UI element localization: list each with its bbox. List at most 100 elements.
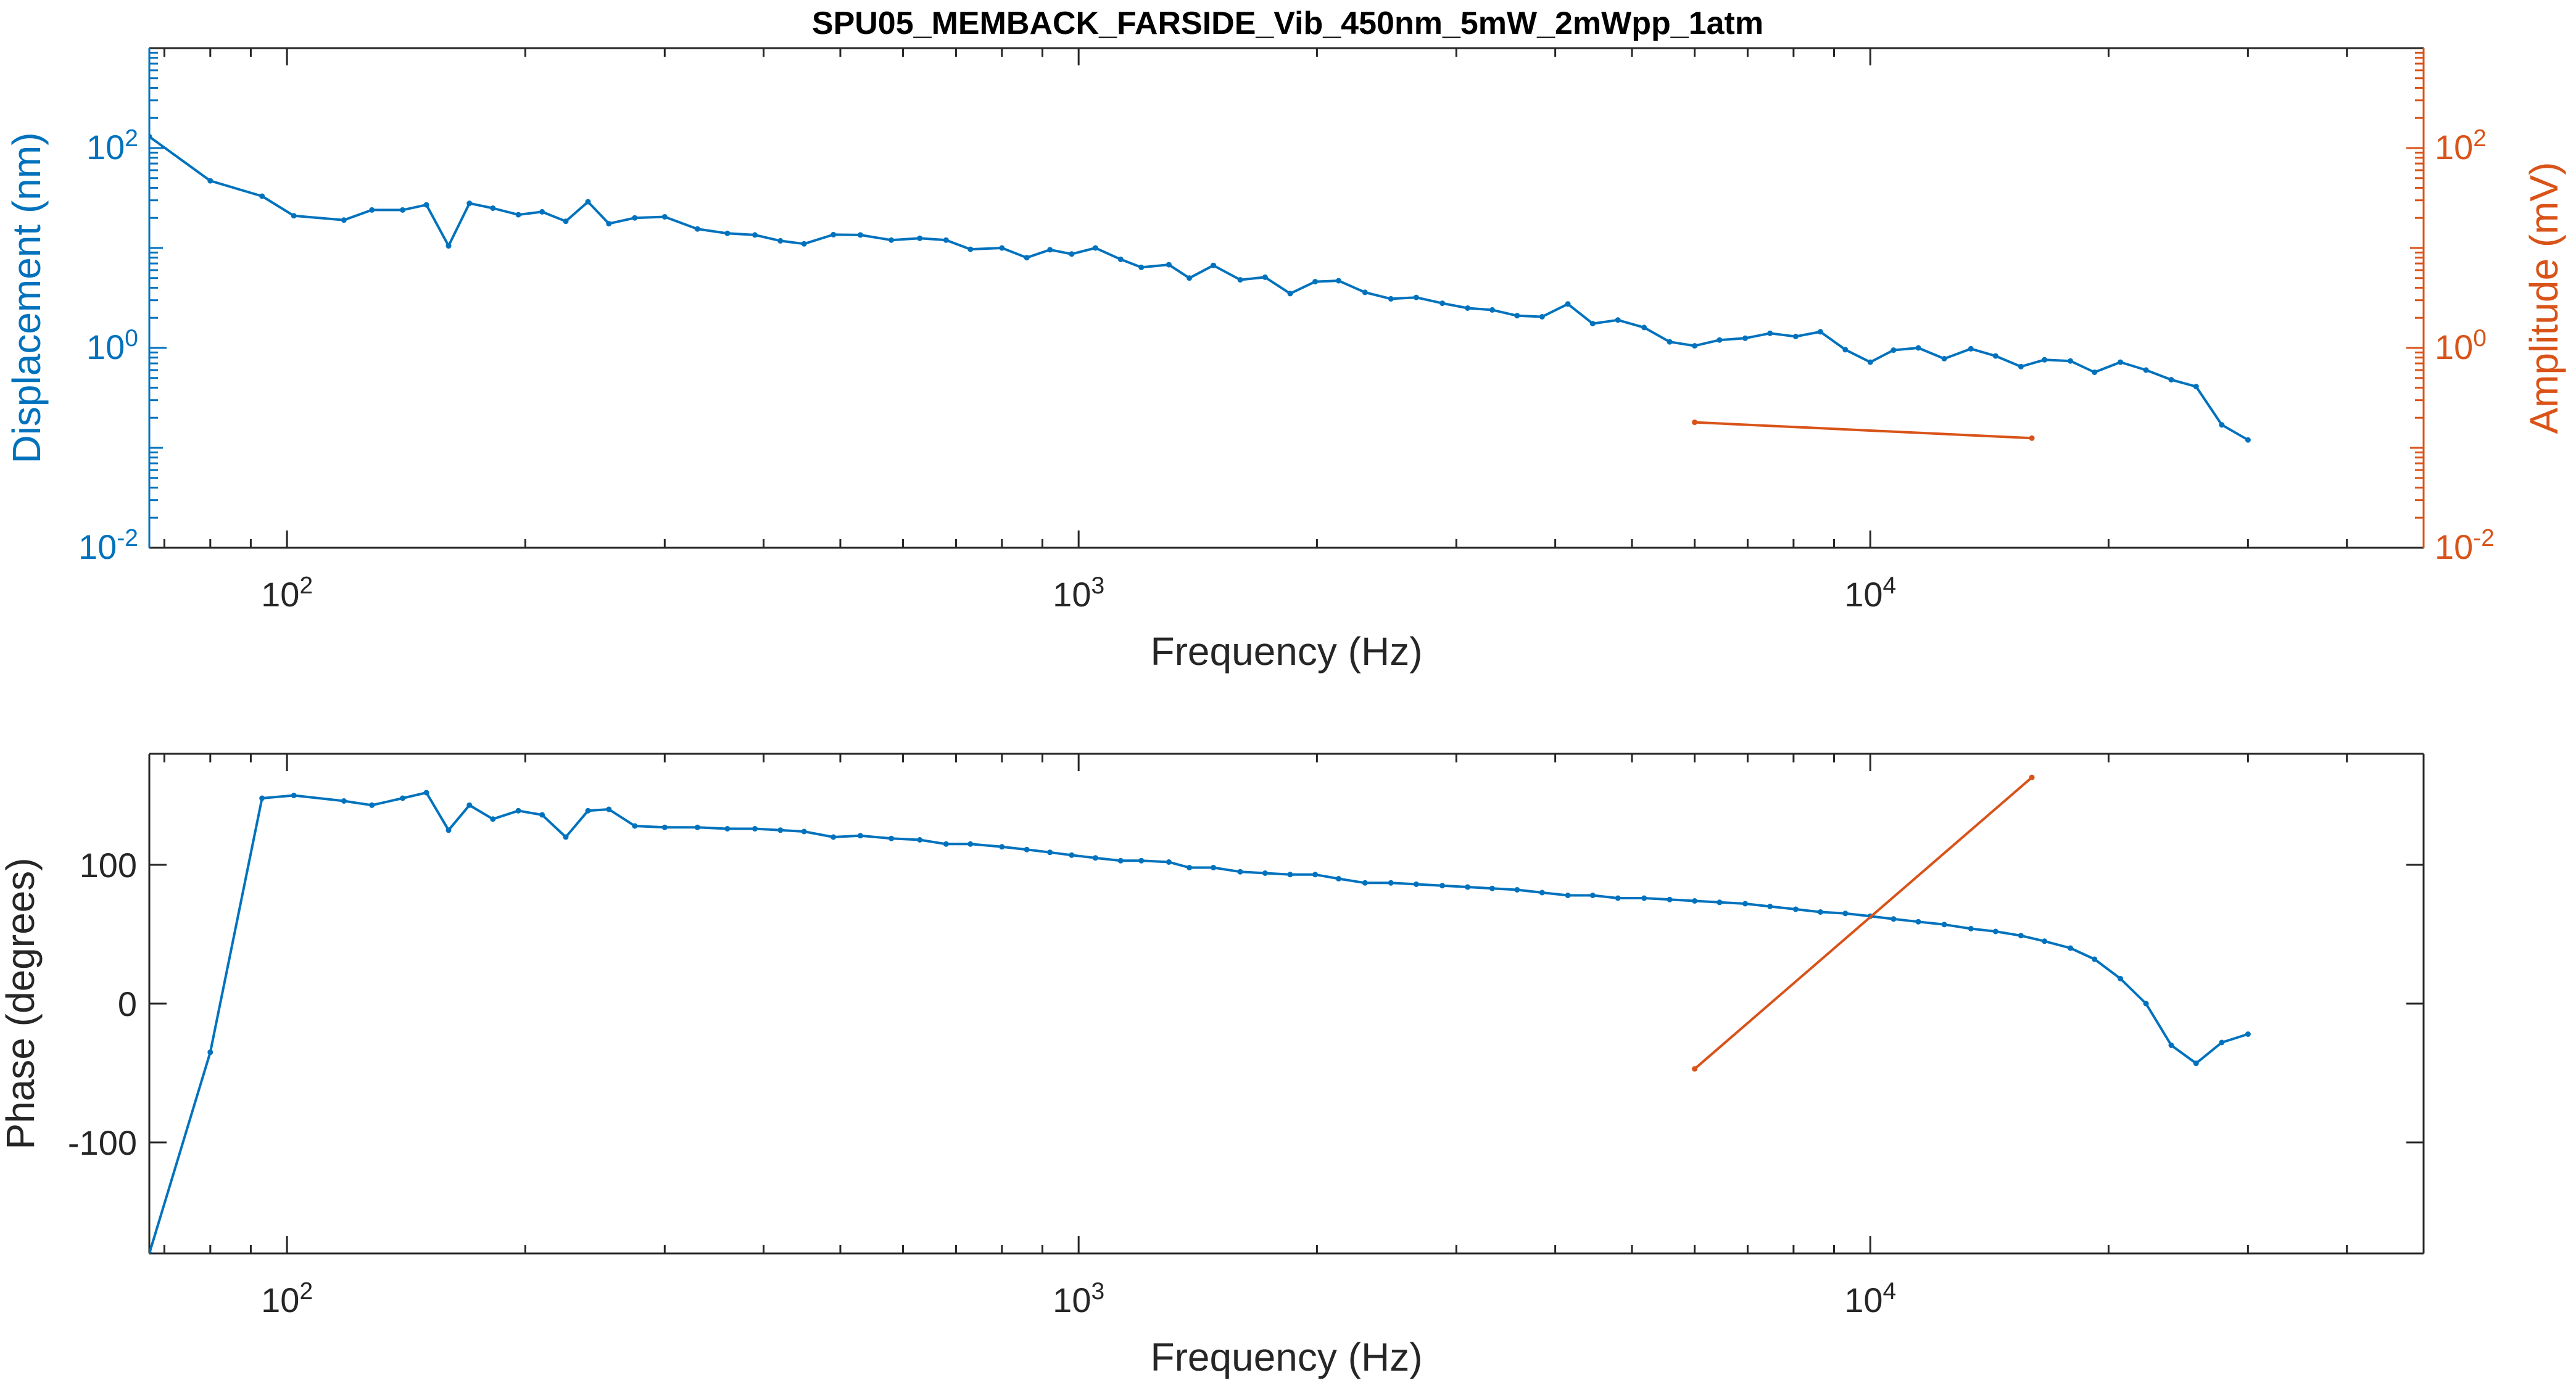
data-point	[999, 245, 1005, 251]
y-axis-label: Phase (degrees)	[0, 857, 43, 1149]
data-point	[445, 243, 452, 249]
data-point	[2029, 435, 2035, 441]
data-point	[1667, 896, 1673, 902]
y-tick-label: 102	[86, 125, 138, 167]
data-point	[1166, 859, 1172, 865]
plot-area	[149, 754, 2424, 1253]
data-point	[999, 844, 1005, 850]
data-point	[1388, 295, 1394, 302]
data-point	[1615, 317, 1621, 323]
data-point	[1092, 245, 1098, 251]
data-point	[943, 841, 949, 847]
data-point	[1489, 885, 1495, 891]
data-point	[1692, 1066, 1698, 1072]
y-tick-label: -100	[68, 1123, 137, 1162]
data-point	[1565, 301, 1571, 307]
data-point	[694, 226, 700, 232]
data-point	[1565, 893, 1571, 898]
data-point	[1968, 345, 1974, 352]
data-point	[724, 230, 731, 236]
data-point	[1312, 872, 1319, 878]
x-tick-label: 102	[261, 1278, 313, 1320]
data-point	[259, 193, 265, 199]
data-point	[1439, 883, 1446, 889]
data-point	[2245, 437, 2251, 443]
data-point	[2018, 363, 2024, 369]
y-tick-label: 0	[118, 984, 137, 1023]
data-point	[1992, 928, 1998, 935]
data-point	[445, 827, 452, 833]
data-point	[1388, 880, 1394, 886]
data-point	[752, 826, 758, 832]
data-point	[1336, 876, 1341, 881]
data-point	[917, 235, 923, 241]
data-point	[1767, 904, 1773, 909]
data-point	[1187, 275, 1193, 281]
data-point	[149, 134, 152, 139]
data-point	[1069, 251, 1075, 257]
data-point	[1717, 899, 1723, 906]
data-point	[1312, 279, 1319, 285]
data-point	[1842, 910, 1849, 917]
y-tick-label: 100	[80, 846, 137, 885]
data-point	[777, 827, 784, 833]
data-point	[515, 212, 521, 218]
data-point	[1589, 893, 1596, 898]
data-point	[1767, 330, 1773, 336]
data-point	[149, 1250, 152, 1253]
data-point	[857, 833, 863, 839]
data-point	[1413, 881, 1419, 887]
data-point	[2193, 384, 2199, 390]
data-point	[369, 802, 375, 808]
data-point	[2193, 1060, 2199, 1067]
x-tick-label: 104	[1844, 572, 1896, 614]
data-point	[1717, 337, 1723, 343]
y2-tick-label: 100	[2435, 325, 2487, 367]
data-point	[830, 834, 837, 840]
magnitude-plot: 102 103 104 10-2 100 102 10-2 100 102 Frequency (…	[4, 47, 2566, 674]
data-point	[694, 824, 700, 830]
data-point	[466, 200, 473, 207]
data-point	[2068, 358, 2074, 364]
data-point	[400, 207, 406, 213]
y2-tick-label: 102	[2435, 125, 2487, 167]
data-point	[724, 826, 731, 832]
data-point	[585, 199, 591, 205]
data-point	[2219, 422, 2225, 428]
data-point	[1667, 339, 1673, 345]
x-tick-label: 103	[1053, 1278, 1104, 1320]
data-point	[1842, 347, 1849, 353]
data-point	[1138, 857, 1145, 864]
data-point	[207, 178, 213, 184]
data-point	[661, 214, 668, 220]
data-point	[1117, 256, 1124, 262]
data-point	[2092, 956, 2098, 962]
data-point	[1992, 353, 1998, 359]
x-tick-label: 104	[1844, 1278, 1896, 1320]
data-point	[1362, 880, 1368, 886]
data-point	[1589, 321, 1596, 327]
data-point	[888, 237, 895, 243]
data-point	[341, 798, 347, 804]
data-point	[2168, 377, 2174, 383]
data-point	[423, 790, 429, 796]
data-point	[1692, 419, 1698, 426]
series-line-1	[149, 791, 2249, 1253]
data-point	[1047, 849, 1053, 856]
data-point	[1489, 307, 1495, 313]
data-point	[1465, 305, 1471, 311]
data-point	[490, 205, 496, 211]
data-point	[369, 207, 375, 213]
data-point	[1362, 289, 1368, 295]
y-axis-label: Displacement (nm)	[4, 132, 49, 463]
data-point	[585, 807, 591, 814]
data-point	[2143, 367, 2149, 373]
data-point	[830, 231, 837, 237]
data-point	[1941, 922, 1947, 928]
data-point	[1187, 865, 1193, 870]
data-point	[1641, 895, 1647, 901]
data-point	[2042, 357, 2048, 363]
y2-tick-label: 10-2	[2435, 525, 2495, 567]
data-point	[291, 213, 297, 219]
data-point	[1817, 909, 1823, 915]
